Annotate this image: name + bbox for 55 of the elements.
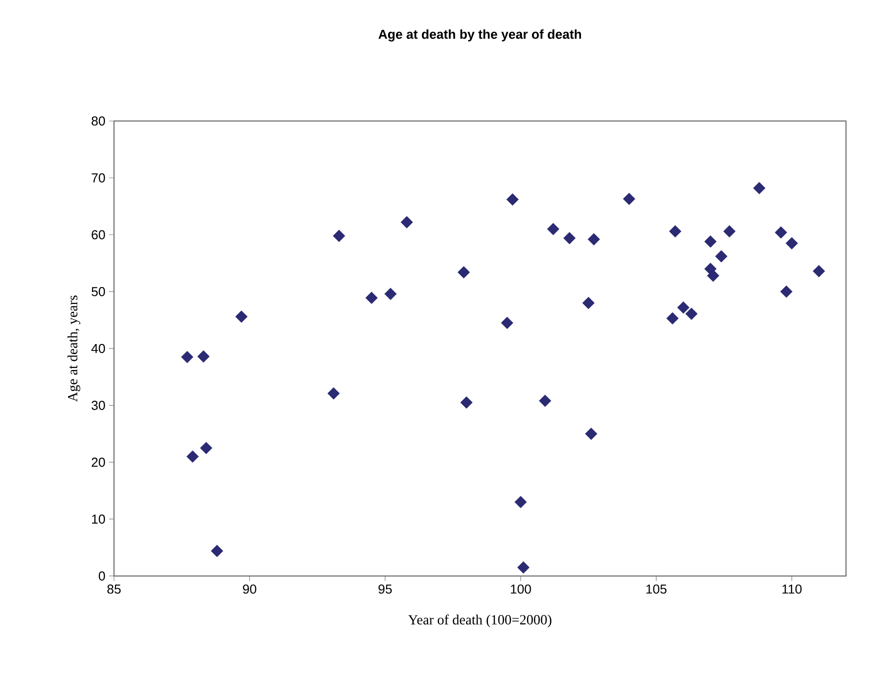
point (622, 192, 636, 206)
point (753, 182, 766, 194)
point (210, 544, 224, 558)
y-tick-label: 60 (92, 230, 105, 240)
x-tick-label: 90 (242, 584, 256, 594)
point (186, 450, 199, 463)
x-tick-label: 110 (782, 584, 802, 594)
point (812, 264, 826, 278)
point (458, 266, 470, 278)
y-tick-label: 80 (92, 116, 105, 126)
point (715, 250, 728, 262)
chart-title: Age at death by the year of death (378, 29, 582, 42)
point (669, 225, 682, 238)
y-axis-title: Age at death, years (68, 296, 80, 402)
point (506, 193, 519, 206)
point (197, 350, 210, 363)
y-tick-label: 70 (92, 173, 105, 182)
y-tick-label: 40 (91, 344, 105, 354)
point (666, 312, 679, 324)
x-tick-label: 85 (107, 584, 121, 594)
point (514, 496, 527, 508)
x-axis-title: Year of death (100=2000) (408, 614, 552, 628)
point (774, 226, 788, 239)
point (200, 442, 212, 454)
x-tick-label: 95 (378, 584, 392, 594)
point (704, 235, 717, 248)
point (235, 310, 248, 323)
point (780, 285, 793, 298)
x-tick-label: 105 (646, 584, 666, 594)
point (582, 296, 595, 310)
point (685, 308, 698, 320)
y-tick-label: 20 (92, 458, 105, 467)
point (563, 232, 576, 244)
point (460, 396, 473, 409)
point (723, 225, 736, 238)
point (384, 288, 397, 300)
point (677, 301, 690, 314)
point (547, 222, 560, 236)
point (585, 428, 598, 440)
point (500, 316, 514, 330)
point (707, 270, 720, 282)
y-tick-label: 10 (92, 514, 105, 524)
x-tick-label: 100 (510, 584, 531, 594)
point (400, 216, 413, 228)
point (181, 350, 194, 364)
y-tick-label: 30 (92, 400, 105, 410)
point (786, 237, 798, 250)
point (327, 387, 340, 400)
point (517, 561, 530, 574)
point (588, 233, 600, 246)
point (332, 230, 346, 242)
point (538, 394, 552, 407)
y-tick-label: 0 (98, 571, 105, 581)
y-tick-label: 50 (92, 287, 105, 296)
point (365, 292, 378, 304)
